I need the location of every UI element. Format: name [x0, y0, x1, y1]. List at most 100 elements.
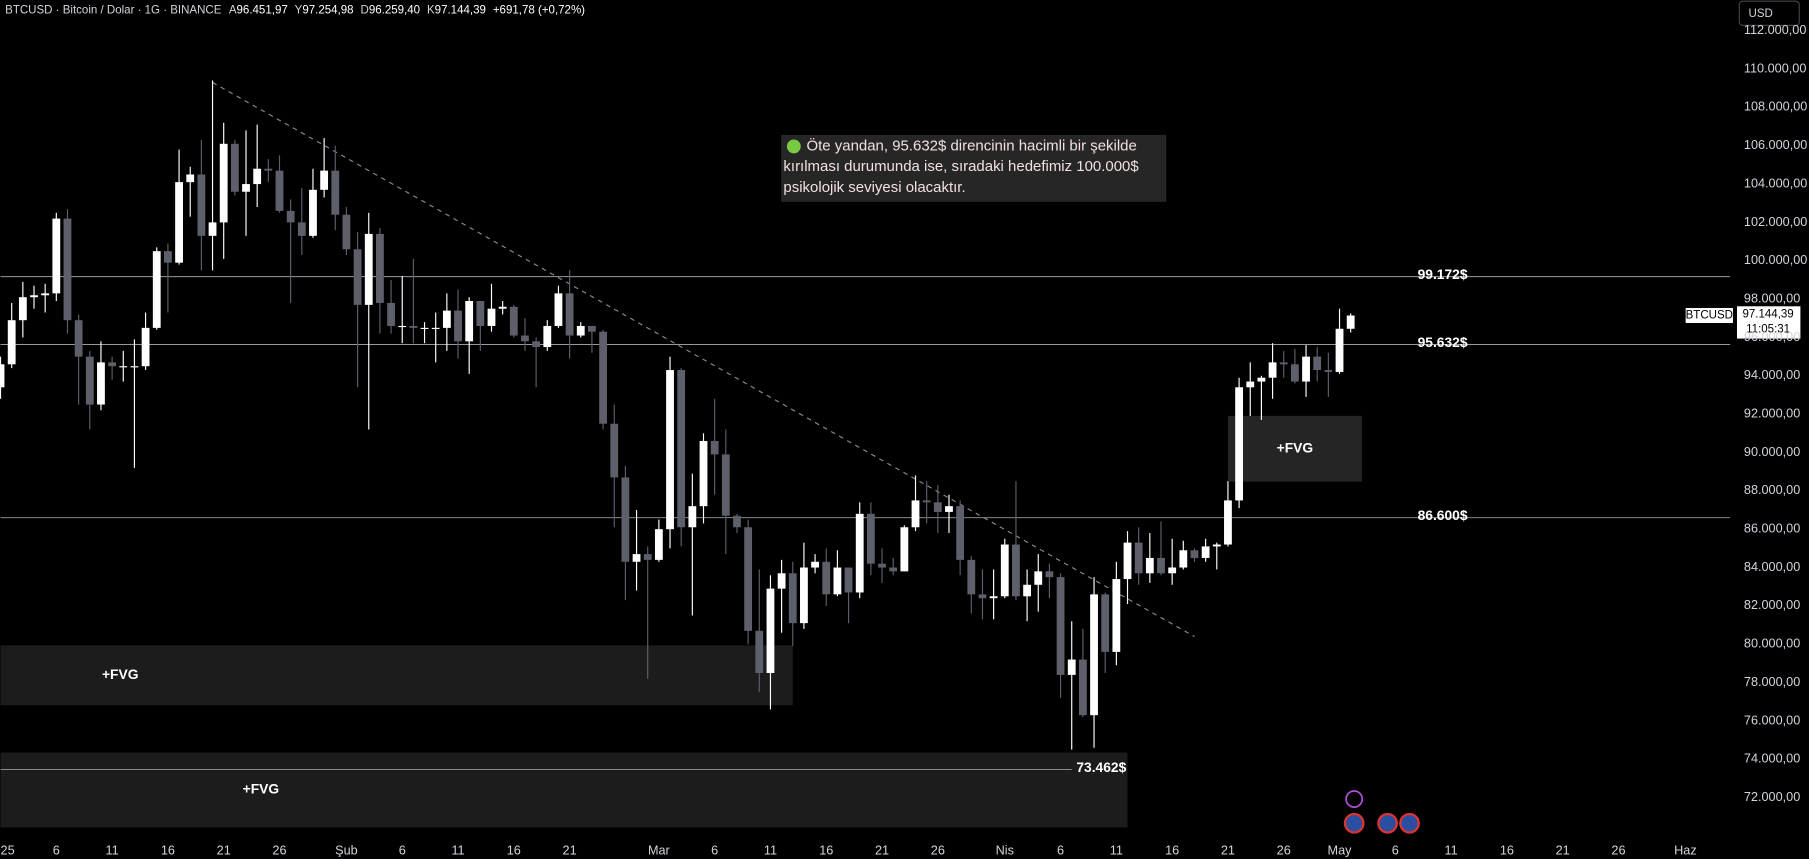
ohlc-label: A: [229, 4, 237, 16]
candle-body: [833, 567, 842, 595]
x-tick-label: 11: [106, 843, 119, 857]
y-tick-label: 76.000,00: [1744, 713, 1800, 727]
candle-body: [777, 573, 786, 589]
candle-body: [632, 554, 641, 562]
x-tick-label: 16: [161, 843, 175, 857]
x-tick-label: 21: [1221, 843, 1235, 857]
fvg-label: +FVG: [1277, 439, 1314, 455]
event-icon: [1377, 812, 1398, 834]
candle-body: [41, 293, 50, 296]
x-tick-label: 16: [819, 843, 833, 857]
fvg-label: +FVG: [102, 666, 139, 682]
candle-body: [911, 500, 920, 528]
x-tick-label: 21: [1556, 843, 1570, 857]
fvg-box: [1227, 415, 1362, 482]
x-tick-label: Haz: [1674, 843, 1697, 857]
candle-body: [108, 362, 117, 367]
candle-body: [1101, 594, 1110, 652]
fvg-layer: [0, 415, 1362, 828]
candle-body: [1268, 362, 1277, 378]
header-title: BTCUSD · Bitcoin / Dolar · 1G · BINANCE: [5, 4, 222, 16]
y-tick-label: 80.000,00: [1744, 637, 1800, 651]
candle-body: [219, 143, 228, 223]
candle-body: [420, 327, 429, 330]
candle-body: [1335, 328, 1344, 372]
candle-body: [431, 327, 440, 330]
x-tick-label: Nis: [996, 843, 1014, 857]
level-label: 86.600$: [1418, 507, 1468, 523]
candle-body: [230, 143, 239, 192]
candle-body: [0, 364, 5, 388]
candle-body: [152, 251, 161, 328]
candle-body: [800, 567, 808, 624]
candle-body: [1235, 387, 1244, 501]
candle-body: [576, 325, 585, 336]
candle-body: [286, 210, 295, 223]
overlay-layer: +FVG +FVG +FVG 99.172$ 95.632$ 86.600$ 73.462$…: [102, 134, 1801, 797]
x-tick-label: 26: [1277, 843, 1291, 857]
candle-body: [1134, 542, 1143, 574]
x-tick-label: Şub: [335, 843, 358, 857]
candle-body: [275, 170, 284, 211]
x-tick-label: 11: [451, 843, 464, 857]
candle-body: [945, 506, 953, 512]
level-label: 99.172$: [1418, 266, 1468, 282]
candle-body: [978, 594, 987, 599]
candle-body: [309, 189, 317, 236]
candle-body: [1290, 364, 1299, 382]
candle-body: [688, 506, 697, 528]
event-icons: [1343, 790, 1420, 834]
y-tick-label: 90.000,00: [1744, 445, 1800, 459]
candle-body: [1179, 550, 1188, 568]
candle-body: [1224, 500, 1232, 545]
candle-body: [498, 306, 507, 309]
trendline: [212, 81, 1195, 638]
candle-body: [1212, 544, 1221, 547]
x-tick-label: 11: [764, 843, 777, 857]
candle-body: [487, 308, 496, 326]
candle-body: [1157, 557, 1165, 574]
candle-body: [1190, 550, 1199, 558]
annotation-line: kırılması durumunda ise, sıradaki hedefi…: [783, 158, 1139, 175]
candle-body: [822, 561, 831, 595]
candle-body: [52, 218, 61, 294]
candle-body: [141, 327, 150, 367]
x-tick-label: 2025: [0, 843, 15, 857]
candle-body: [1145, 557, 1154, 574]
candle-body: [521, 335, 529, 342]
x-tick-label: 26: [1611, 843, 1625, 857]
candle-body: [331, 170, 340, 215]
x-tick-label: 21: [563, 843, 577, 857]
x-tick-label: 26: [931, 843, 945, 857]
candle-body: [1045, 571, 1054, 578]
candle-body: [253, 168, 262, 185]
currency[interactable]: USD: [1749, 8, 1773, 20]
event-icon: [1399, 812, 1420, 834]
candle-body: [666, 370, 674, 530]
level-label: 95.632$: [1418, 334, 1468, 350]
candle-body: [643, 554, 652, 560]
y-tick-label: 104.000,00: [1744, 176, 1807, 190]
header-ohlc: A96.451,97 Y97.254,98 D96.259,40 K97.144,39…: [229, 4, 585, 16]
candle-body: [599, 331, 607, 424]
candle-body: [175, 182, 183, 263]
annotation-line: Öte yandan, 95.632$ direncinin hacimli b…: [806, 136, 1136, 154]
candle-body: [186, 174, 195, 183]
candle-body: [532, 341, 541, 348]
candle-body: [1056, 577, 1065, 675]
candle-body: [476, 301, 485, 326]
x-tick-label: Mar: [648, 843, 671, 857]
fvg-box: [0, 752, 1128, 828]
y-tick-label: 106.000,00: [1744, 138, 1807, 152]
ohlc-value: 97.254,98: [302, 4, 353, 16]
x-tick-label: 26: [272, 843, 286, 857]
x-tick-label: 16: [1500, 843, 1514, 857]
candle-body: [7, 320, 16, 365]
ohlc-value: 97.144,39: [435, 4, 486, 16]
candle-body: [1201, 546, 1210, 558]
candle-body: [721, 454, 730, 516]
candle-body: [1257, 377, 1266, 382]
x-tick-label: 6: [1057, 843, 1064, 857]
candle-body: [900, 527, 909, 572]
currency-button[interactable]: [1738, 0, 1800, 26]
